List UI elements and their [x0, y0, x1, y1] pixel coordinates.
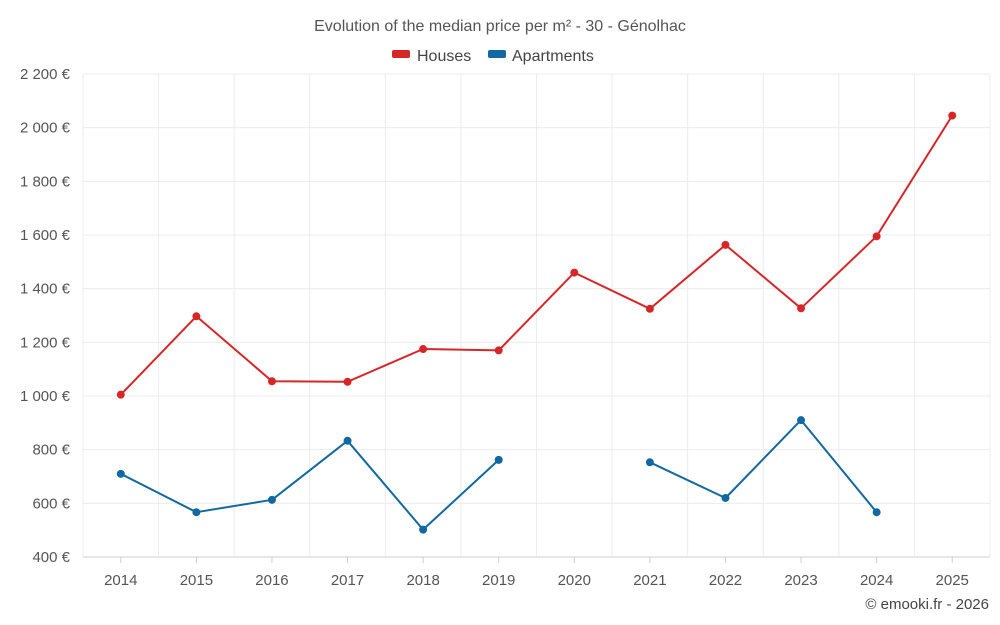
data-point-apartments[interactable] [872, 508, 881, 517]
y-tick-label: 1 400 € [20, 281, 71, 298]
data-point-apartments[interactable] [192, 508, 201, 517]
data-point-apartments[interactable] [645, 458, 654, 467]
data-point-apartments[interactable] [494, 455, 503, 464]
y-tick-label: 2 200 € [20, 66, 71, 83]
x-tick-label: 2017 [331, 572, 364, 589]
y-tick-label: 1 000 € [20, 388, 71, 405]
y-axis-labels: 400 € 600 € 800 € 1 000 € 1 200 € 1 400 € 1 60… [20, 66, 71, 566]
x-tick-label: 2016 [255, 572, 288, 589]
legend-item-apartments[interactable]: Apartments [488, 48, 594, 65]
legend-swatch-houses [392, 50, 410, 58]
legend-label-houses: Houses [417, 48, 471, 65]
chart-credit: © emooki.fr - 2026 [865, 596, 989, 613]
x-tick-label: 2024 [860, 572, 893, 589]
y-tick-label: 1 800 € [20, 173, 71, 190]
x-tick-label: 2018 [406, 572, 439, 589]
data-point-houses[interactable] [872, 232, 881, 241]
legend-swatch-apartments [488, 50, 506, 58]
y-tick-label: 2 000 € [20, 120, 71, 137]
series-line-houses [119, 114, 954, 396]
data-point-houses[interactable] [797, 304, 806, 313]
data-point-houses[interactable] [419, 345, 428, 354]
chart-title: Evolution of the median price per m² - 3… [314, 18, 686, 35]
series-line-apartments [648, 419, 878, 514]
data-point-apartments[interactable] [267, 495, 276, 504]
data-point-apartments[interactable] [721, 493, 730, 502]
legend: Houses Apartments [392, 48, 594, 65]
series [116, 111, 957, 534]
data-point-apartments[interactable] [116, 469, 125, 478]
x-tick-label: 2022 [709, 572, 742, 589]
legend-label-apartments: Apartments [512, 48, 594, 65]
data-point-apartments[interactable] [797, 416, 806, 425]
y-tick-label: 1 600 € [20, 227, 71, 244]
series-houses [116, 111, 957, 399]
x-axis-labels: 2014 2015 2016 2017 2018 2019 2020 2021 2022 2023… [104, 572, 969, 589]
legend-item-houses[interactable]: Houses [392, 48, 471, 65]
data-point-houses[interactable] [948, 111, 957, 120]
data-point-apartments[interactable] [419, 525, 428, 534]
y-tick-label: 1 200 € [20, 334, 71, 351]
x-tick-label: 2023 [784, 572, 817, 589]
x-tick-label: 2019 [482, 572, 515, 589]
data-point-houses[interactable] [645, 304, 654, 313]
y-tick-label: 400 € [32, 549, 70, 566]
data-point-houses[interactable] [721, 240, 730, 249]
y-tick-label: 800 € [32, 442, 70, 459]
data-point-houses[interactable] [570, 268, 579, 277]
x-tick-label: 2025 [936, 572, 969, 589]
x-tick-label: 2015 [180, 572, 213, 589]
data-point-houses[interactable] [116, 390, 125, 399]
data-point-houses[interactable] [343, 377, 352, 386]
series-apartments [116, 416, 881, 534]
data-point-houses[interactable] [494, 346, 503, 355]
data-point-houses[interactable] [192, 312, 201, 321]
data-point-apartments[interactable] [343, 436, 352, 445]
y-tick-label: 600 € [32, 495, 70, 512]
x-tick-label: 2020 [558, 572, 591, 589]
x-tick-label: 2014 [104, 572, 137, 589]
x-tick-label: 2021 [633, 572, 666, 589]
data-point-houses[interactable] [267, 377, 276, 386]
grid [82, 73, 991, 563]
series-line-apartments [119, 439, 500, 531]
